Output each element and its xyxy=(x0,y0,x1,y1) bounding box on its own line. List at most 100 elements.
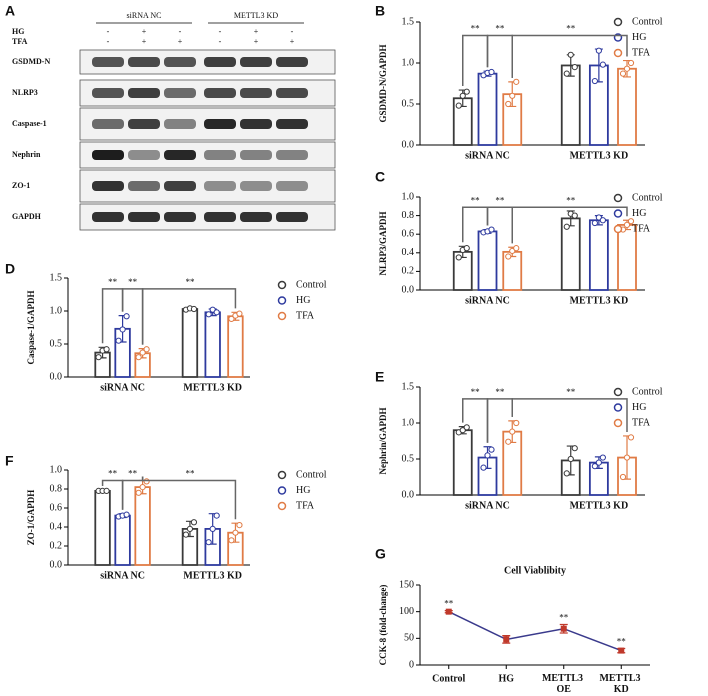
data-point xyxy=(571,64,578,71)
data-point xyxy=(488,446,495,453)
data-point xyxy=(139,349,146,356)
data-point xyxy=(509,92,516,99)
bar xyxy=(181,308,199,378)
significance-label: ** xyxy=(566,195,576,205)
x-tick-label: siRNA NC xyxy=(465,295,510,306)
bar xyxy=(94,489,111,566)
band-label: GAPDH xyxy=(12,212,42,221)
data-point xyxy=(513,419,520,427)
data-point xyxy=(488,226,495,233)
blot-band xyxy=(204,212,236,222)
data-point xyxy=(627,434,635,441)
x-tick-label: METTL3 KD xyxy=(570,150,629,161)
blot-band xyxy=(92,150,124,160)
blot-band xyxy=(92,212,124,222)
data-point xyxy=(236,310,243,317)
row-cell: + xyxy=(290,37,295,46)
blot-band xyxy=(276,181,308,191)
data-point xyxy=(619,473,627,481)
data-point xyxy=(563,223,570,230)
bar xyxy=(134,486,151,566)
legend-marker xyxy=(277,296,287,305)
row-cell: - xyxy=(107,27,110,36)
legend-marker xyxy=(613,48,623,58)
y-tick-label: 1.0 xyxy=(402,191,415,202)
legend-label: Control xyxy=(296,279,327,290)
legend-label: HG xyxy=(632,208,646,219)
data-point xyxy=(567,51,574,58)
legend-marker xyxy=(613,418,623,428)
y-tick-label: 1.5 xyxy=(402,381,415,392)
blot-band xyxy=(204,181,236,191)
panel-label: D xyxy=(5,261,15,277)
y-tick-label: 1.0 xyxy=(50,464,63,475)
significance-label: ** xyxy=(471,24,481,34)
data-point xyxy=(205,311,212,318)
legend-marker xyxy=(277,280,287,290)
row-cell: - xyxy=(179,27,182,36)
significance-label: ** xyxy=(559,613,569,623)
panel-label: B xyxy=(375,3,385,19)
data-point xyxy=(139,484,146,491)
panel-label: G xyxy=(375,546,386,562)
data-point xyxy=(488,68,495,76)
y-tick-label: 1.0 xyxy=(402,57,415,68)
blot-band xyxy=(128,181,160,191)
data-point xyxy=(123,511,130,518)
data-point xyxy=(463,245,470,252)
data-point xyxy=(505,100,512,108)
blot-band xyxy=(240,212,272,222)
blot-band xyxy=(240,181,272,191)
bar xyxy=(452,429,473,496)
significance-bracket xyxy=(141,476,237,520)
data-point xyxy=(505,438,512,445)
significance-label: ** xyxy=(495,195,505,205)
data-point xyxy=(513,245,520,252)
data-point xyxy=(509,428,516,435)
y-tick-label: 0.8 xyxy=(402,210,415,221)
y-tick-label: 0.5 xyxy=(402,453,415,464)
legend-marker xyxy=(613,193,623,203)
y-tick-label: 150 xyxy=(399,579,414,590)
row-label: HG xyxy=(12,27,24,36)
data-point xyxy=(213,512,220,519)
y-tick-label: 0.0 xyxy=(50,371,63,382)
x-tick-label: Control xyxy=(432,673,465,684)
y-tick-label: 0.6 xyxy=(50,502,63,513)
data-point xyxy=(591,463,598,470)
band-label: NLRP3 xyxy=(12,88,38,97)
data-point xyxy=(190,519,198,526)
x-tick-label: METTL3 KD xyxy=(183,382,242,393)
data-point xyxy=(123,313,130,320)
significance-label: ** xyxy=(471,387,481,397)
row-cell: + xyxy=(254,27,259,36)
data-point xyxy=(205,539,212,546)
blot-band xyxy=(128,212,160,222)
significance-bracket xyxy=(511,34,628,78)
y-tick-label: 1.0 xyxy=(402,417,415,428)
y-axis-label: Caspase-1/GAPDH xyxy=(26,291,36,365)
blot-band xyxy=(276,212,308,222)
band-label: GSDMD-N xyxy=(12,57,50,66)
legend-label: HG xyxy=(632,32,646,43)
y-tick-label: 0.6 xyxy=(402,228,415,239)
blot-band xyxy=(164,88,196,98)
y-tick-label: 0.0 xyxy=(402,489,415,500)
blot-band xyxy=(276,119,308,129)
significance-label: ** xyxy=(495,387,505,397)
blot-band xyxy=(128,88,160,98)
row-cell: - xyxy=(219,27,222,36)
data-point xyxy=(484,452,491,459)
data-point xyxy=(103,487,110,494)
blot-band xyxy=(240,119,272,129)
significance-label: ** xyxy=(495,24,505,34)
data-point xyxy=(563,470,570,477)
significance-label: ** xyxy=(128,469,138,479)
x-tick-label: siRNA NC xyxy=(100,570,145,581)
panel-label: E xyxy=(375,369,384,385)
x-tick-label: HG xyxy=(498,673,514,684)
blot-band xyxy=(204,57,236,67)
y-axis-label: GSDMD-N/GAPDH xyxy=(378,45,388,123)
band-label: ZO-1 xyxy=(12,181,30,190)
band-label: Nephrin xyxy=(12,150,41,159)
